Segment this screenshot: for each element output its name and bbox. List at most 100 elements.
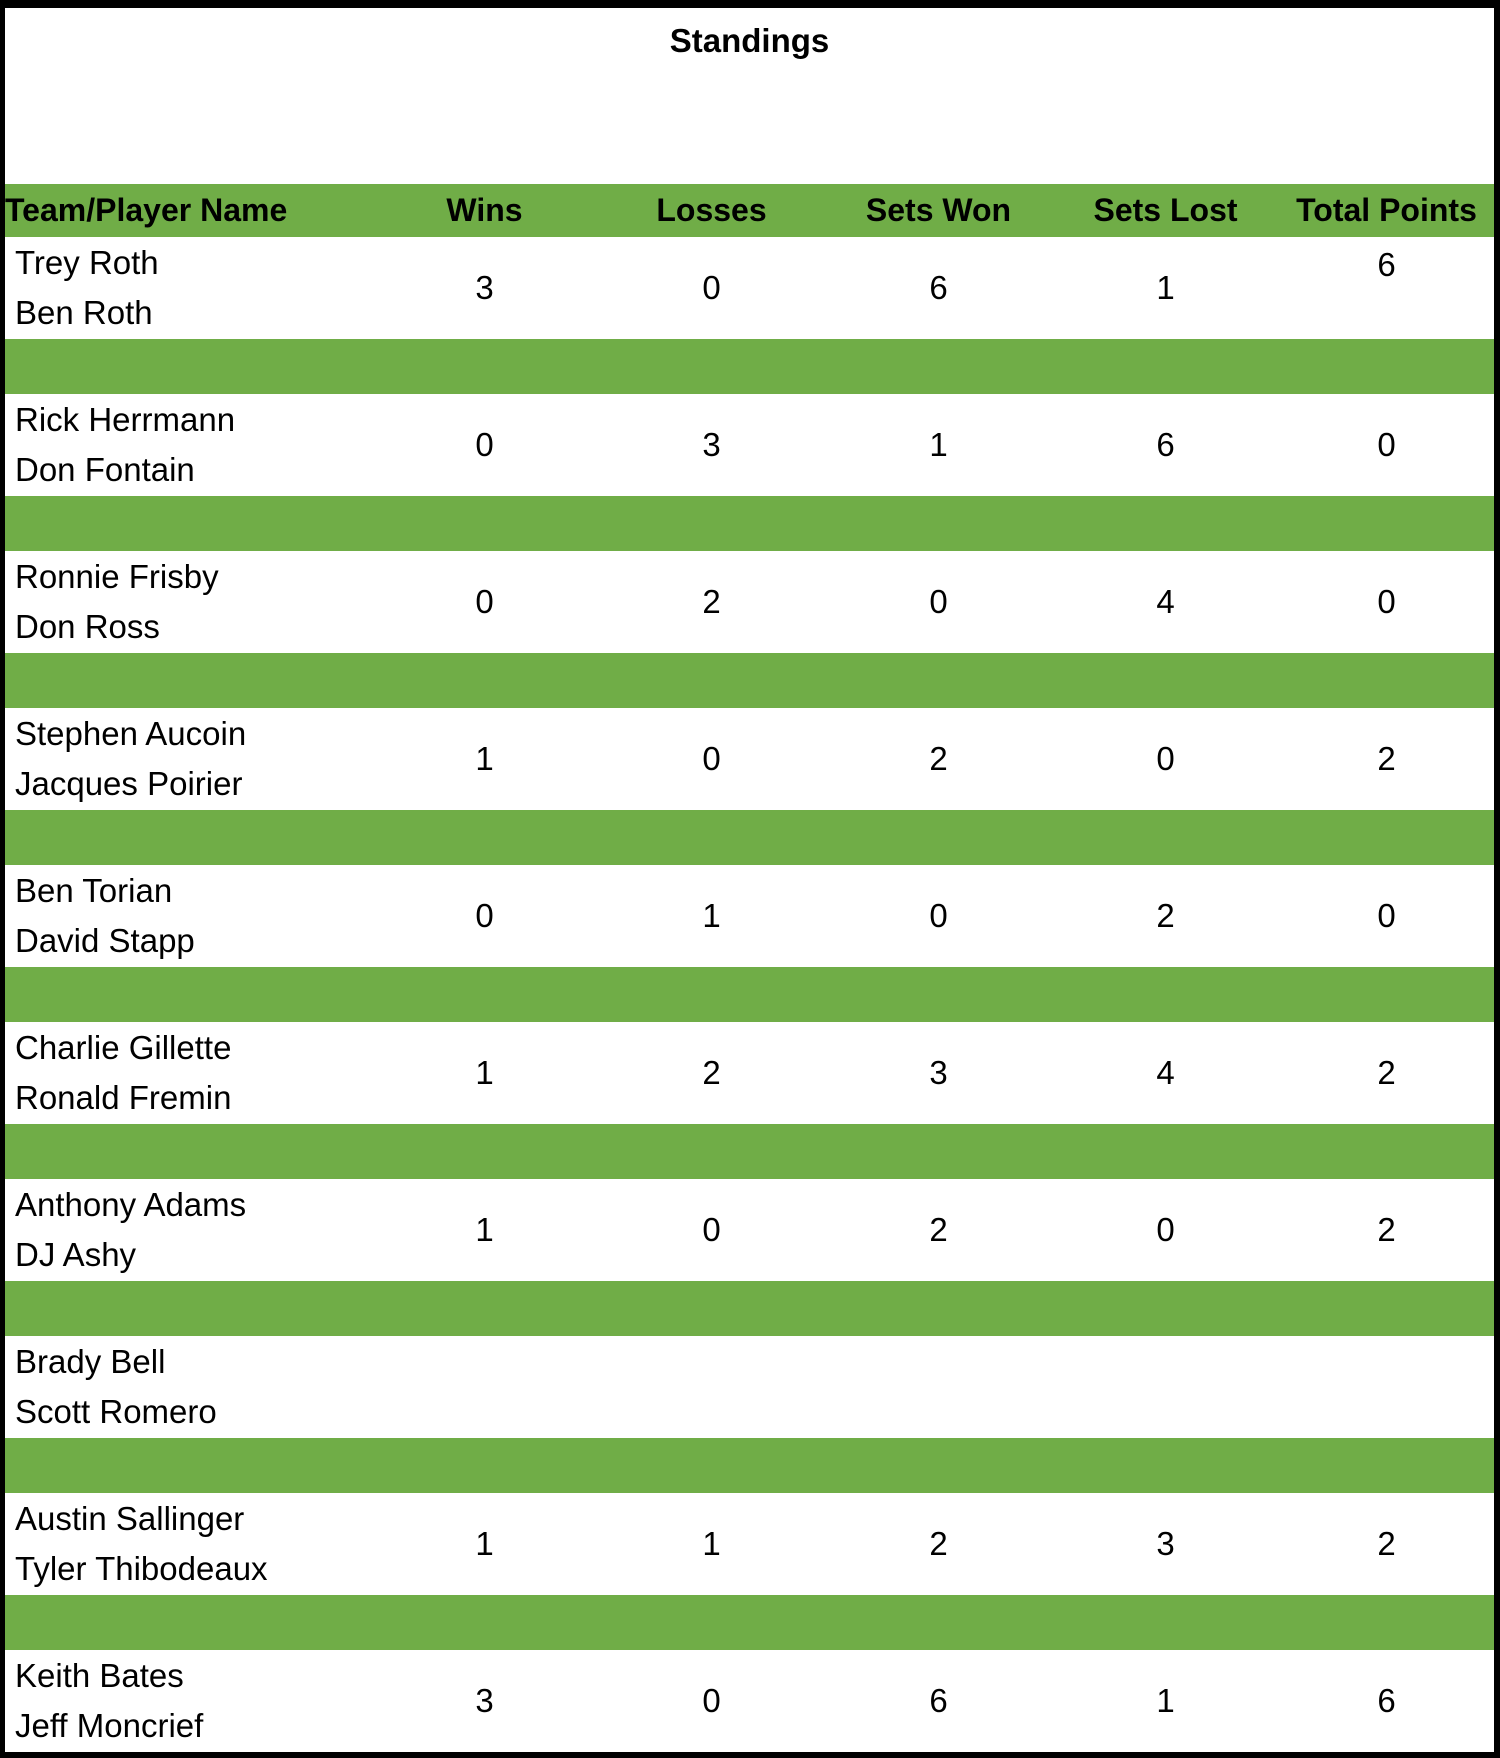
wins-cell: 0 — [475, 897, 494, 934]
team-row-ben-torian: Ben Torian David Stapp 0 1 0 2 0 — [5, 865, 1494, 967]
column-header-total-points: Total Points — [1279, 184, 1494, 237]
sets-lost-cell: 1 — [1156, 269, 1175, 306]
losses-cell: 3 — [702, 426, 721, 463]
player-names-cell: Keith Bates Jeff Moncrief — [5, 1650, 371, 1752]
column-header-sets-lost: Sets Lost — [1052, 184, 1279, 237]
divider-band — [5, 810, 1494, 865]
team-row-anthony-adams: Anthony Adams DJ Ashy 1 0 2 0 2 — [5, 1179, 1494, 1281]
sets-won-cell: 2 — [929, 1211, 948, 1248]
sets-lost-cell: 0 — [1156, 1211, 1175, 1248]
divider-row — [5, 653, 1494, 708]
player-name: Jacques Poirier — [15, 765, 243, 802]
page-title: Standings — [669, 22, 830, 59]
sets-lost-cell: 2 — [1156, 897, 1175, 934]
player-name: Charlie Gillette — [15, 1029, 232, 1066]
wins-cell: 0 — [475, 583, 494, 620]
divider-row — [5, 339, 1494, 394]
player-name: Ben Roth — [15, 294, 153, 331]
sets-won-cell: 2 — [929, 1525, 948, 1562]
divider-band — [5, 1438, 1494, 1493]
sets-won-cell: 1 — [929, 426, 948, 463]
total-points-cell: 0 — [1377, 426, 1396, 463]
player-names-cell: Charlie Gillette Ronald Fremin — [5, 1022, 371, 1124]
player-names-cell: Ben Torian David Stapp — [5, 865, 371, 967]
player-name: Ronald Fremin — [15, 1079, 232, 1116]
wins-cell: 3 — [475, 1682, 494, 1719]
total-points-cell: 6 — [1377, 246, 1396, 283]
losses-cell: 0 — [702, 740, 721, 777]
standings-table: Team/Player Name Wins Losses Sets Won Sets L… — [5, 184, 1494, 1752]
sets-lost-cell — [1052, 1336, 1279, 1438]
player-names-cell: Anthony Adams DJ Ashy — [5, 1179, 371, 1281]
divider-row — [5, 1124, 1494, 1179]
sets-lost-cell: 1 — [1156, 1682, 1175, 1719]
wins-cell: 1 — [475, 1054, 494, 1091]
total-points-cell: 2 — [1377, 1211, 1396, 1248]
divider-row — [5, 1281, 1494, 1336]
team-row-rick-herrmann: Rick Herrmann Don Fontain 0 3 1 6 0 — [5, 394, 1494, 496]
divider-band — [5, 967, 1494, 1022]
losses-cell: 0 — [702, 269, 721, 306]
sets-lost-cell: 4 — [1156, 1054, 1175, 1091]
losses-cell: 1 — [702, 897, 721, 934]
total-points-cell: 0 — [1377, 897, 1396, 934]
player-names-cell: Brady Bell Scott Romero — [5, 1336, 371, 1438]
losses-cell: 0 — [702, 1211, 721, 1248]
losses-cell: 2 — [702, 1054, 721, 1091]
sets-won-cell: 2 — [929, 740, 948, 777]
divider-row — [5, 496, 1494, 551]
total-points-cell: 2 — [1377, 1054, 1396, 1091]
player-name: David Stapp — [15, 922, 195, 959]
team-row-ronnie-frisby: Ronnie Frisby Don Ross 0 2 0 4 0 — [5, 551, 1494, 653]
total-points-cell: 2 — [1377, 1525, 1396, 1562]
divider-band — [5, 653, 1494, 708]
wins-cell: 1 — [475, 1525, 494, 1562]
player-names-cell: Austin Sallinger Tyler Thibodeaux — [5, 1493, 371, 1595]
wins-cell: 1 — [475, 740, 494, 777]
total-points-cell: 0 — [1377, 583, 1396, 620]
player-name: Don Fontain — [15, 451, 195, 488]
divider-row — [5, 967, 1494, 1022]
player-name: Jeff Moncrief — [15, 1707, 204, 1744]
player-name: Stephen Aucoin — [15, 715, 247, 752]
column-header-losses: Losses — [598, 184, 825, 237]
player-name: Rick Herrmann — [15, 401, 236, 438]
wins-cell — [371, 1336, 598, 1438]
player-name: Tyler Thibodeaux — [15, 1550, 268, 1587]
divider-band — [5, 496, 1494, 551]
player-names-cell: Ronnie Frisby Don Ross — [5, 551, 371, 653]
wins-cell: 3 — [475, 269, 494, 306]
player-name: Brady Bell — [15, 1343, 166, 1380]
wins-cell: 0 — [475, 426, 494, 463]
player-name: Austin Sallinger — [15, 1500, 245, 1537]
header-row: Team/Player Name Wins Losses Sets Won Sets L… — [5, 184, 1494, 237]
player-name: Trey Roth — [15, 244, 159, 281]
player-name: Scott Romero — [15, 1393, 217, 1430]
losses-cell — [598, 1336, 825, 1438]
total-points-cell — [1279, 1336, 1494, 1438]
sets-won-cell: 6 — [929, 1682, 948, 1719]
column-header-wins: Wins — [371, 184, 598, 237]
player-names-cell: Trey Roth Ben Roth — [5, 237, 371, 339]
sets-won-cell: 0 — [929, 583, 948, 620]
team-row-charlie-gillette: Charlie Gillette Ronald Fremin 1 2 3 4 2 — [5, 1022, 1494, 1124]
losses-cell: 1 — [702, 1525, 721, 1562]
column-header-sets-won: Sets Won — [825, 184, 1052, 237]
team-row-keith-bates: Keith Bates Jeff Moncrief 3 0 6 1 6 — [5, 1650, 1494, 1752]
sets-won-cell: 6 — [929, 269, 948, 306]
player-names-cell: Stephen Aucoin Jacques Poirier — [5, 708, 371, 810]
losses-cell: 2 — [702, 583, 721, 620]
player-names-cell: Rick Herrmann Don Fontain — [5, 394, 371, 496]
total-points-cell: 6 — [1377, 1682, 1396, 1719]
divider-row — [5, 810, 1494, 865]
team-row-austin-sallinger: Austin Sallinger Tyler Thibodeaux 1 1 2 3 2 — [5, 1493, 1494, 1595]
divider-band — [5, 1124, 1494, 1179]
player-name: Don Ross — [15, 608, 160, 645]
divider-band — [5, 1281, 1494, 1336]
divider-band — [5, 1595, 1494, 1650]
divider-row — [5, 1595, 1494, 1650]
team-row-trey-roth: Trey Roth Ben Roth 3 0 6 1 6 — [5, 237, 1494, 339]
sets-lost-cell: 0 — [1156, 740, 1175, 777]
total-points-cell: 2 — [1377, 740, 1396, 777]
